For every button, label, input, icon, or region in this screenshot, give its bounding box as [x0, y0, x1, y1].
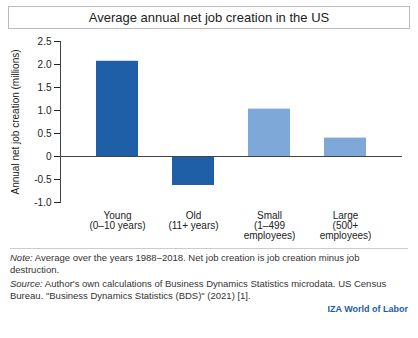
svg-text:-1.0: -1.0	[34, 197, 52, 208]
html-text:Source: Author's own calculati: Source: Author's own calculations of Bus…	[10, 278, 387, 301]
svg-text:1.5: 1.5	[38, 82, 52, 93]
svg-text:Large(500+employees): Large(500+employees)	[320, 210, 372, 241]
svg-text:-0.5: -0.5	[34, 174, 52, 185]
svg-text:Small(1–499employees): Small(1–499employees)	[244, 210, 296, 241]
html-text:Note: Average over the years 1: Note: Average over the years 1988–2018. …	[10, 252, 360, 275]
svg-text:0: 0	[46, 151, 52, 162]
svg-text:Young(0–10 years): Young(0–10 years)	[89, 210, 145, 231]
html-text:Average annual net job creatio: Average annual net job creation in the U…	[88, 10, 330, 25]
svg-text:0.5: 0.5	[38, 128, 52, 139]
svg-text:1.0: 1.0	[38, 105, 52, 116]
svg-text:2.0: 2.0	[38, 59, 52, 70]
svg-text:2.5: 2.5	[38, 36, 52, 47]
svg-text:Annual net job creation (milli: Annual net job creation (millions)	[10, 49, 21, 194]
html-text:IZA World of Labor: IZA World of Labor	[327, 304, 408, 314]
svg-text:Old(11+ years): Old(11+ years)	[168, 210, 218, 231]
